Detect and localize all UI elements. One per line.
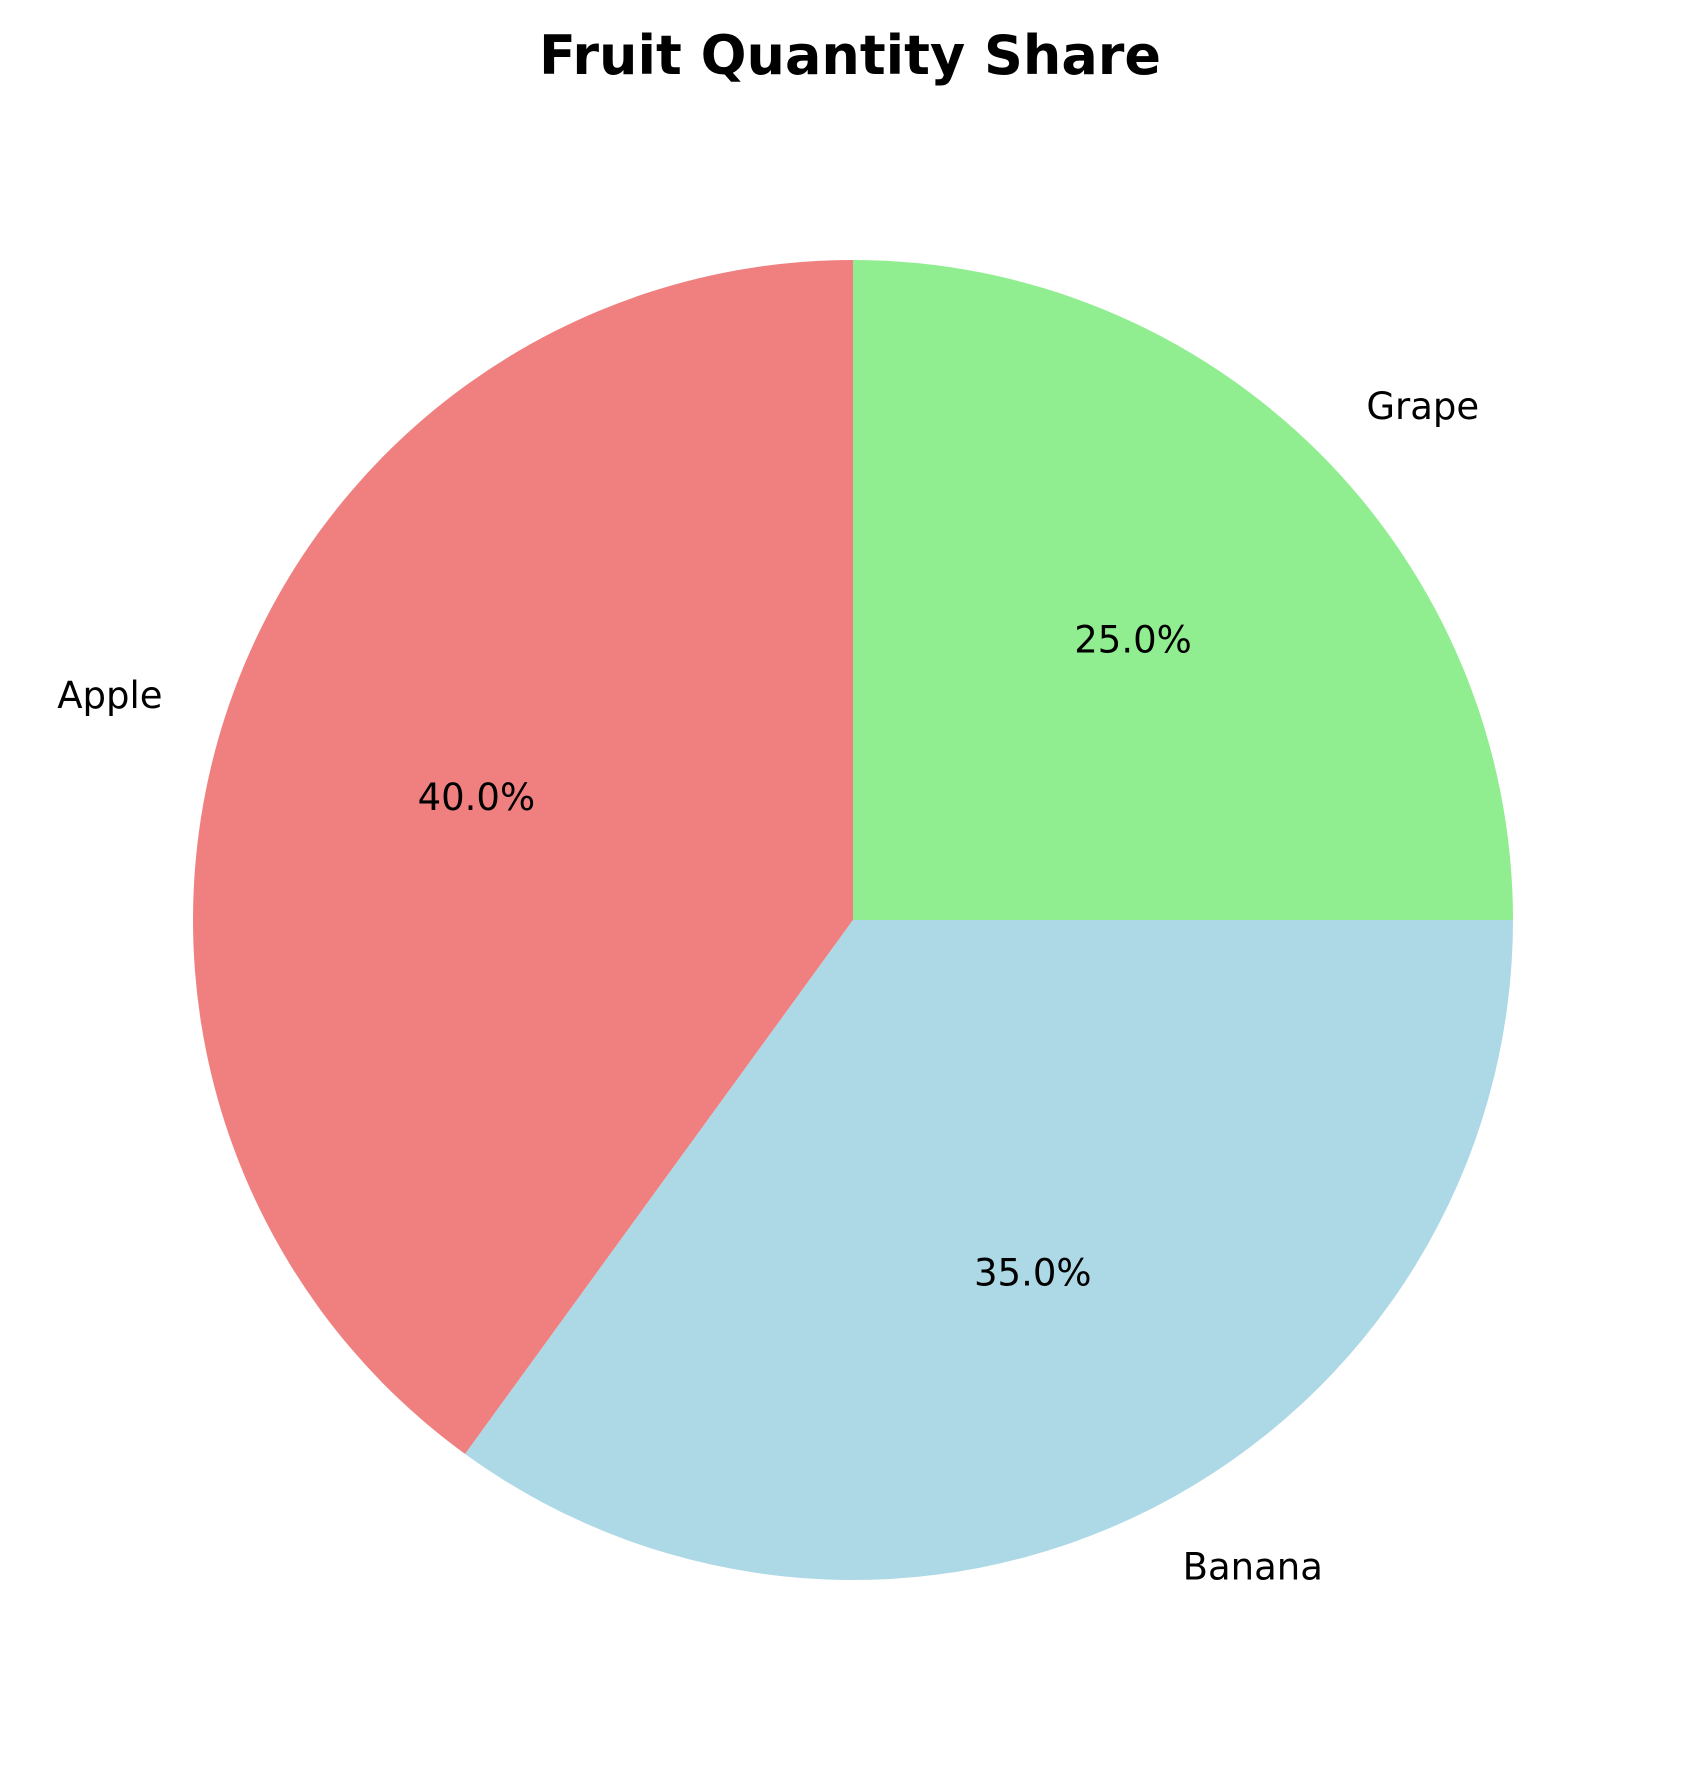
slice-grape bbox=[853, 260, 1513, 920]
pct-label-grape: 25.0% bbox=[1074, 618, 1192, 661]
pct-label-banana: 35.0% bbox=[974, 1251, 1092, 1294]
pie-slices bbox=[193, 260, 1513, 1580]
slice-label-grape: Grape bbox=[1366, 385, 1479, 428]
slice-label-banana: Banana bbox=[1183, 1545, 1323, 1588]
slice-label-apple: Apple bbox=[57, 674, 162, 717]
chart-title: Fruit Quantity Share bbox=[539, 24, 1161, 87]
slice-banana bbox=[465, 920, 1513, 1580]
pie-labels: Apple 40.0% Banana 35.0% Grape 25.0% bbox=[57, 385, 1479, 1588]
slice-apple bbox=[193, 260, 853, 1454]
pct-label-apple: 40.0% bbox=[418, 776, 536, 819]
